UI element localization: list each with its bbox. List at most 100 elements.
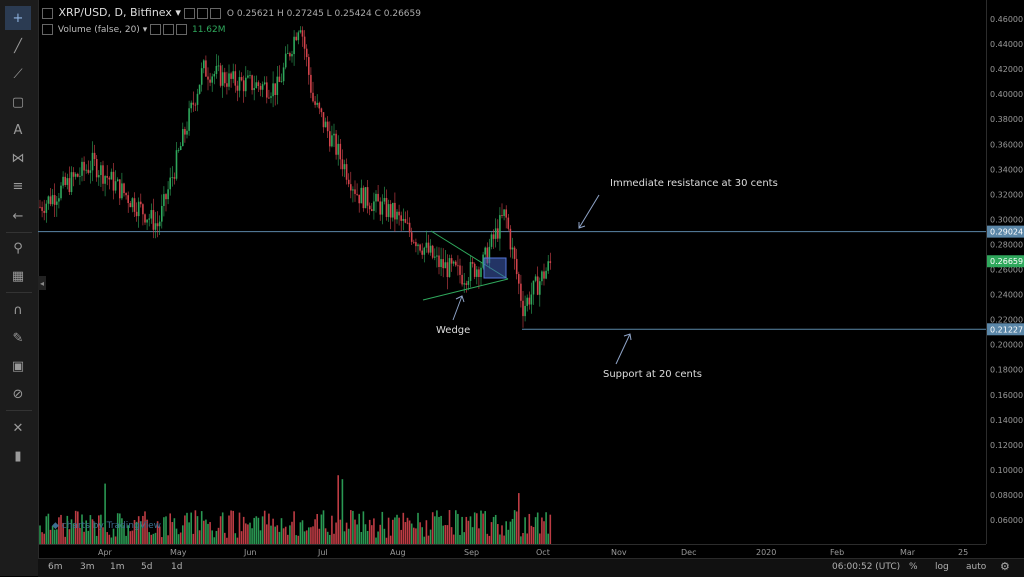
arrow-icon[interactable]: ← [12,208,24,224]
volume-toggle-icon[interactable] [42,24,53,35]
volume-bar [547,533,549,544]
range-3m[interactable]: 3m [80,562,95,572]
support-arrowhead-icon [623,333,632,341]
candle-body [417,244,419,247]
chart-area[interactable] [38,0,986,544]
candle-body [316,102,318,105]
volume-bar [415,528,417,544]
fib-tool-icon[interactable]: ⟋ [13,66,23,82]
settings-square-icon[interactable] [184,7,196,19]
volume-bar [148,532,150,544]
candle-body [509,228,512,250]
volume-bar [417,512,419,544]
candle-body [312,92,314,102]
lock-icon[interactable]: ▣ [11,358,25,374]
percent-toggle[interactable]: % [909,562,918,572]
candle-body [303,36,306,49]
range-1d[interactable]: 1d [171,562,183,572]
volume-dropdown-icon[interactable]: ▾ [142,25,148,35]
candle-body [324,121,327,128]
candle-body [518,274,520,284]
candle-body [314,101,316,105]
volume-bar [452,534,455,544]
volume-bar [249,522,251,544]
candle-body [213,73,216,77]
zoom-icon[interactable]: ⚲ [13,240,23,256]
candle-body [249,75,251,77]
candle-body [167,189,169,200]
candle-body [436,255,438,257]
price-axis[interactable]: 0.46000 0.44000 0.42000 0.40000 0.38000 0.360… [986,0,1024,544]
rectangle-icon[interactable]: ▢ [11,94,25,110]
candle-body [261,84,264,90]
log-toggle[interactable]: log [935,562,949,572]
legend-toggle-icon[interactable] [42,7,53,19]
candle-body [119,179,121,199]
candle-body [253,88,255,91]
stay-drawing-icon[interactable]: ✎ [12,330,24,346]
prediction-icon[interactable]: ≡ [12,178,24,194]
volume-bar [129,531,132,544]
candle-body [47,196,50,204]
candle-body [362,187,365,209]
clock-time[interactable]: 06:00:52 (UTC) [832,562,901,572]
volume-bar [387,517,390,544]
time-axis[interactable]: Apr May Jun Jul Aug Sep Oct Nov Dec 2020 Feb Mar 25 [38,544,986,559]
candle-body [127,195,129,204]
range-6m[interactable]: 6m [48,562,63,572]
volume-bar [77,511,79,544]
volume-bar [163,517,165,544]
collapse-toolbar-handle[interactable]: ◂ [38,276,46,290]
candle-body [480,267,482,278]
candle-body [62,176,64,186]
volume-bar [125,535,127,544]
price-tick-label: 0.20000 [990,341,1023,350]
volume-bar [318,528,321,544]
volume-bar [366,530,369,544]
volume-bar [121,518,123,544]
measure-icon[interactable]: ▦ [11,268,25,284]
volume-bar [175,528,178,544]
candle-body [169,177,171,190]
volume-bar [520,536,522,544]
volume-visibility-icon[interactable] [163,24,175,35]
range-5d[interactable]: 5d [141,562,153,572]
price-tick-label: 0.32000 [990,190,1023,199]
candle-body [547,261,549,271]
volume-bar [404,522,407,544]
magnet-icon[interactable]: ∩ [13,302,23,318]
volume-bar [58,517,60,544]
volume-bar [383,528,386,544]
volume-close-icon[interactable] [176,24,188,35]
pattern-icon[interactable]: ⋈ [11,150,25,166]
crosshair-icon[interactable]: + [5,6,31,30]
symbol-dropdown-icon[interactable]: ▾ [175,6,181,19]
text-tool-icon[interactable]: A [13,122,23,138]
hide-icon[interactable]: ⊘ [12,386,24,402]
candle-body [448,258,451,278]
auto-toggle[interactable]: auto [966,562,987,572]
range-1m[interactable]: 1m [110,562,125,572]
volume-bar [473,512,476,544]
candle-body [341,159,344,170]
tradingview-branding[interactable]: ◆ charts by TradingView [52,521,161,531]
candle-body [478,269,480,278]
volume-bar [406,517,409,544]
close-square-icon[interactable] [210,7,222,19]
trend-line-icon[interactable]: ╱ [14,38,22,54]
volume-settings-icon[interactable] [150,24,162,35]
trash-icon[interactable]: ▮ [14,448,22,464]
candle-body [238,77,241,91]
settings-gear-icon[interactable]: ⚙ [1000,560,1010,573]
candle-body [154,223,157,230]
volume-bar [536,512,539,544]
volume-bar [549,514,552,544]
candle-body [539,281,541,295]
volume-bar [350,510,352,544]
candle-body [221,72,224,86]
volume-bar [497,524,499,544]
volume-bar [381,511,384,544]
tools-icon[interactable]: ✕ [12,420,24,436]
visibility-square-icon[interactable] [197,7,209,19]
candle-body [549,261,552,263]
